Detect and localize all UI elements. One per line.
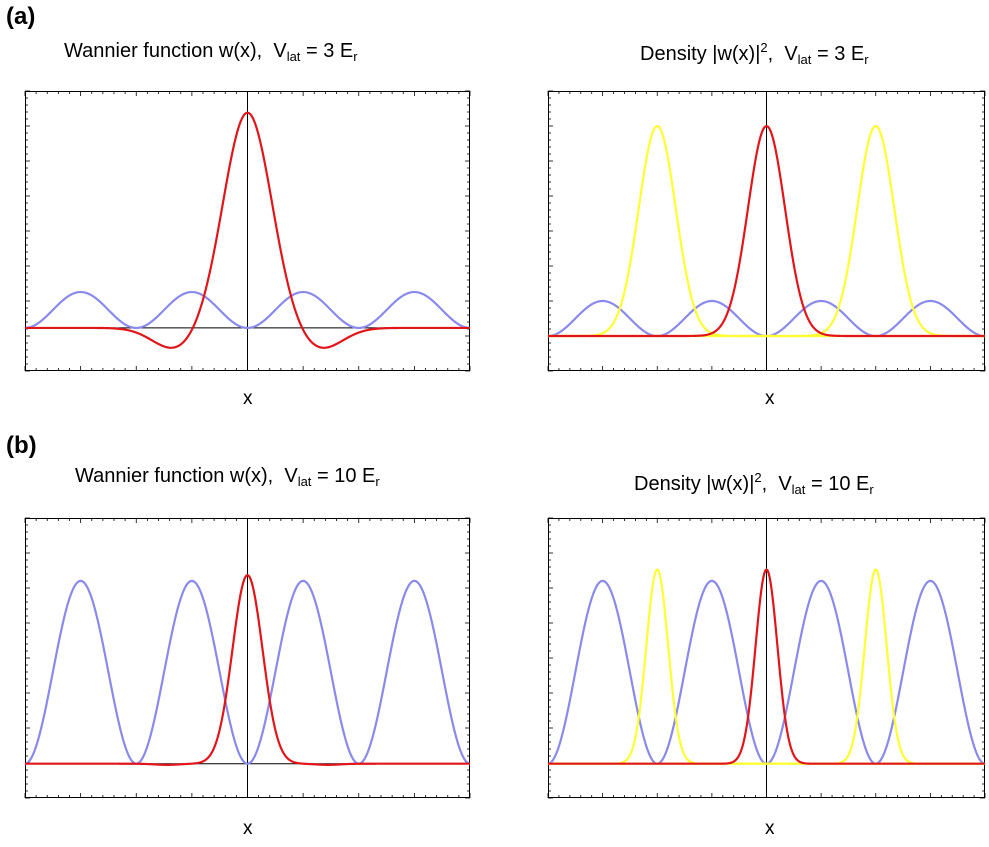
panel-label-a: (a) [6, 3, 36, 30]
title-sub2: r [869, 482, 874, 497]
chart-b-right [547, 517, 986, 799]
title-sym: V [284, 465, 298, 487]
plot-title-b-right: Density |w(x)|2, Vlat = 10 Er [634, 470, 874, 497]
series-wannier-line [547, 124, 986, 338]
title-sym: V [273, 40, 287, 62]
chart-b-left [24, 517, 471, 799]
title-main: Wannier function w(x), [64, 40, 263, 62]
title-sub2: r [375, 474, 380, 489]
title-sub: lat [797, 52, 812, 67]
title-sub2: r [864, 52, 869, 67]
title-sub: lat [297, 474, 312, 489]
title-sup: 2 [760, 40, 768, 55]
title-main: Density |w(x)| [634, 473, 755, 495]
series-wannier-line [25, 111, 470, 349]
title-sub2: r [353, 49, 358, 64]
title-eq: = 3 E [305, 40, 354, 62]
panel-label-b: (b) [6, 432, 37, 459]
title-sub: lat [791, 482, 806, 497]
chart-a-left [24, 90, 471, 372]
title-eq: = 3 E [816, 43, 865, 65]
title-sub: lat [286, 49, 301, 64]
title-sym: V [784, 43, 798, 65]
title-main: Wannier function w(x), [75, 465, 274, 487]
plot-title-a-right: Density |w(x)|2, Vlat = 3 Er [640, 40, 869, 67]
title-main: Density |w(x)| [640, 43, 761, 65]
plot-title-b-left: Wannier function w(x), Vlat = 10 Er [75, 465, 380, 489]
title-sup: 2 [754, 470, 762, 485]
title-eq: = 10 E [810, 473, 870, 495]
title-main2: , [761, 473, 768, 495]
title-main2: , [767, 43, 774, 65]
plot-title-a-left: Wannier function w(x), Vlat = 3 Er [64, 40, 358, 64]
series-wannier-line [25, 574, 470, 766]
series-lattice-potential-line [24, 290, 471, 330]
frame-ticks [547, 90, 986, 372]
x-axis-label-b-left: x [243, 818, 253, 839]
frame-ticks [24, 90, 471, 372]
series-lattice-potential-line [24, 579, 471, 765]
x-axis-label-a-left: x [243, 388, 253, 409]
x-axis-label-b-right: x [765, 818, 775, 839]
title-eq: = 10 E [316, 465, 376, 487]
series-wannier-line [547, 568, 986, 765]
chart-a-right [547, 90, 986, 372]
frame-ticks [547, 517, 986, 799]
title-sym: V [778, 473, 792, 495]
x-axis-label-a-right: x [765, 388, 775, 409]
